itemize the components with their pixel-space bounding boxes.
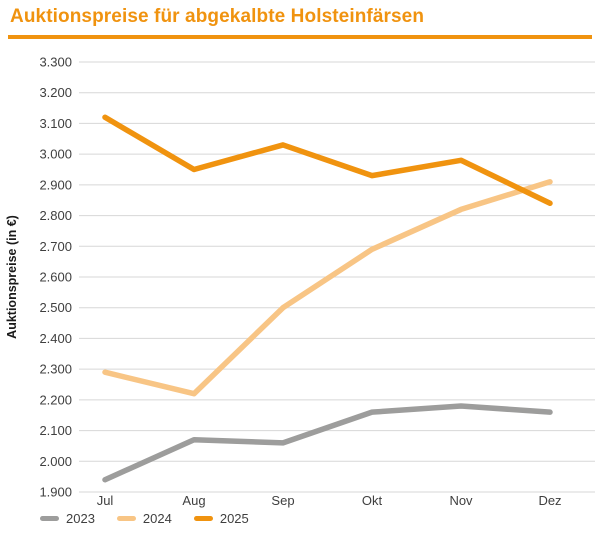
title-underline [8, 35, 592, 39]
legend-item-2025: 2025 [193, 511, 249, 526]
x-tick-label: Okt [362, 493, 383, 508]
y-tick-label: 2.800 [39, 208, 72, 223]
y-axis-title: Auktionspreise (in €) [5, 215, 19, 339]
y-tick-label: 2.200 [39, 392, 72, 407]
series-line-2025 [102, 114, 553, 207]
x-tick-label: Dez [538, 493, 561, 508]
auction-price-line-chart: 1.900 2.000 2.100 2.200 2.300 2.400 2.500 2.600… [5, 55, 595, 508]
y-tick-label: 2.000 [39, 454, 72, 469]
legend-item-2023: 2023 [40, 511, 95, 526]
y-tick-label: 3.300 [39, 55, 72, 70]
y-tick-label: 2.700 [39, 239, 72, 254]
legend-label-2023: 2023 [66, 511, 95, 526]
y-tick-label: 2.600 [39, 270, 72, 285]
x-tick-label: Jul [97, 493, 114, 508]
y-tick-label: 2.300 [39, 362, 72, 377]
y-tick-label: 1.900 [39, 485, 72, 500]
legend-swatch-2025 [193, 516, 213, 521]
chart-legend: 2023 2024 2025 [40, 511, 249, 526]
legend-item-2024: 2024 [116, 511, 172, 526]
legend-swatch-2024 [116, 516, 136, 521]
y-tick-label: 2.400 [39, 331, 72, 346]
legend-label-2024: 2024 [142, 511, 172, 526]
legend-label-2025: 2025 [219, 511, 249, 526]
page-title: Auktionspreise für abgekalbte Holsteinfä… [10, 6, 425, 27]
legend-swatch-2023 [40, 516, 59, 521]
series-line-2024 [102, 179, 553, 397]
series-line-2023 [102, 403, 553, 483]
x-tick-label: Nov [449, 493, 473, 508]
x-tick-label: Aug [182, 493, 205, 508]
y-tick-label: 3.100 [39, 116, 72, 131]
y-tick-label: 2.100 [39, 423, 72, 438]
x-tick-label: Sep [271, 493, 294, 508]
y-tick-label: 2.500 [39, 300, 72, 315]
y-tick-label: 3.200 [39, 85, 72, 100]
y-tick-label: 3.000 [39, 147, 72, 162]
y-tick-label: 2.900 [39, 177, 72, 192]
